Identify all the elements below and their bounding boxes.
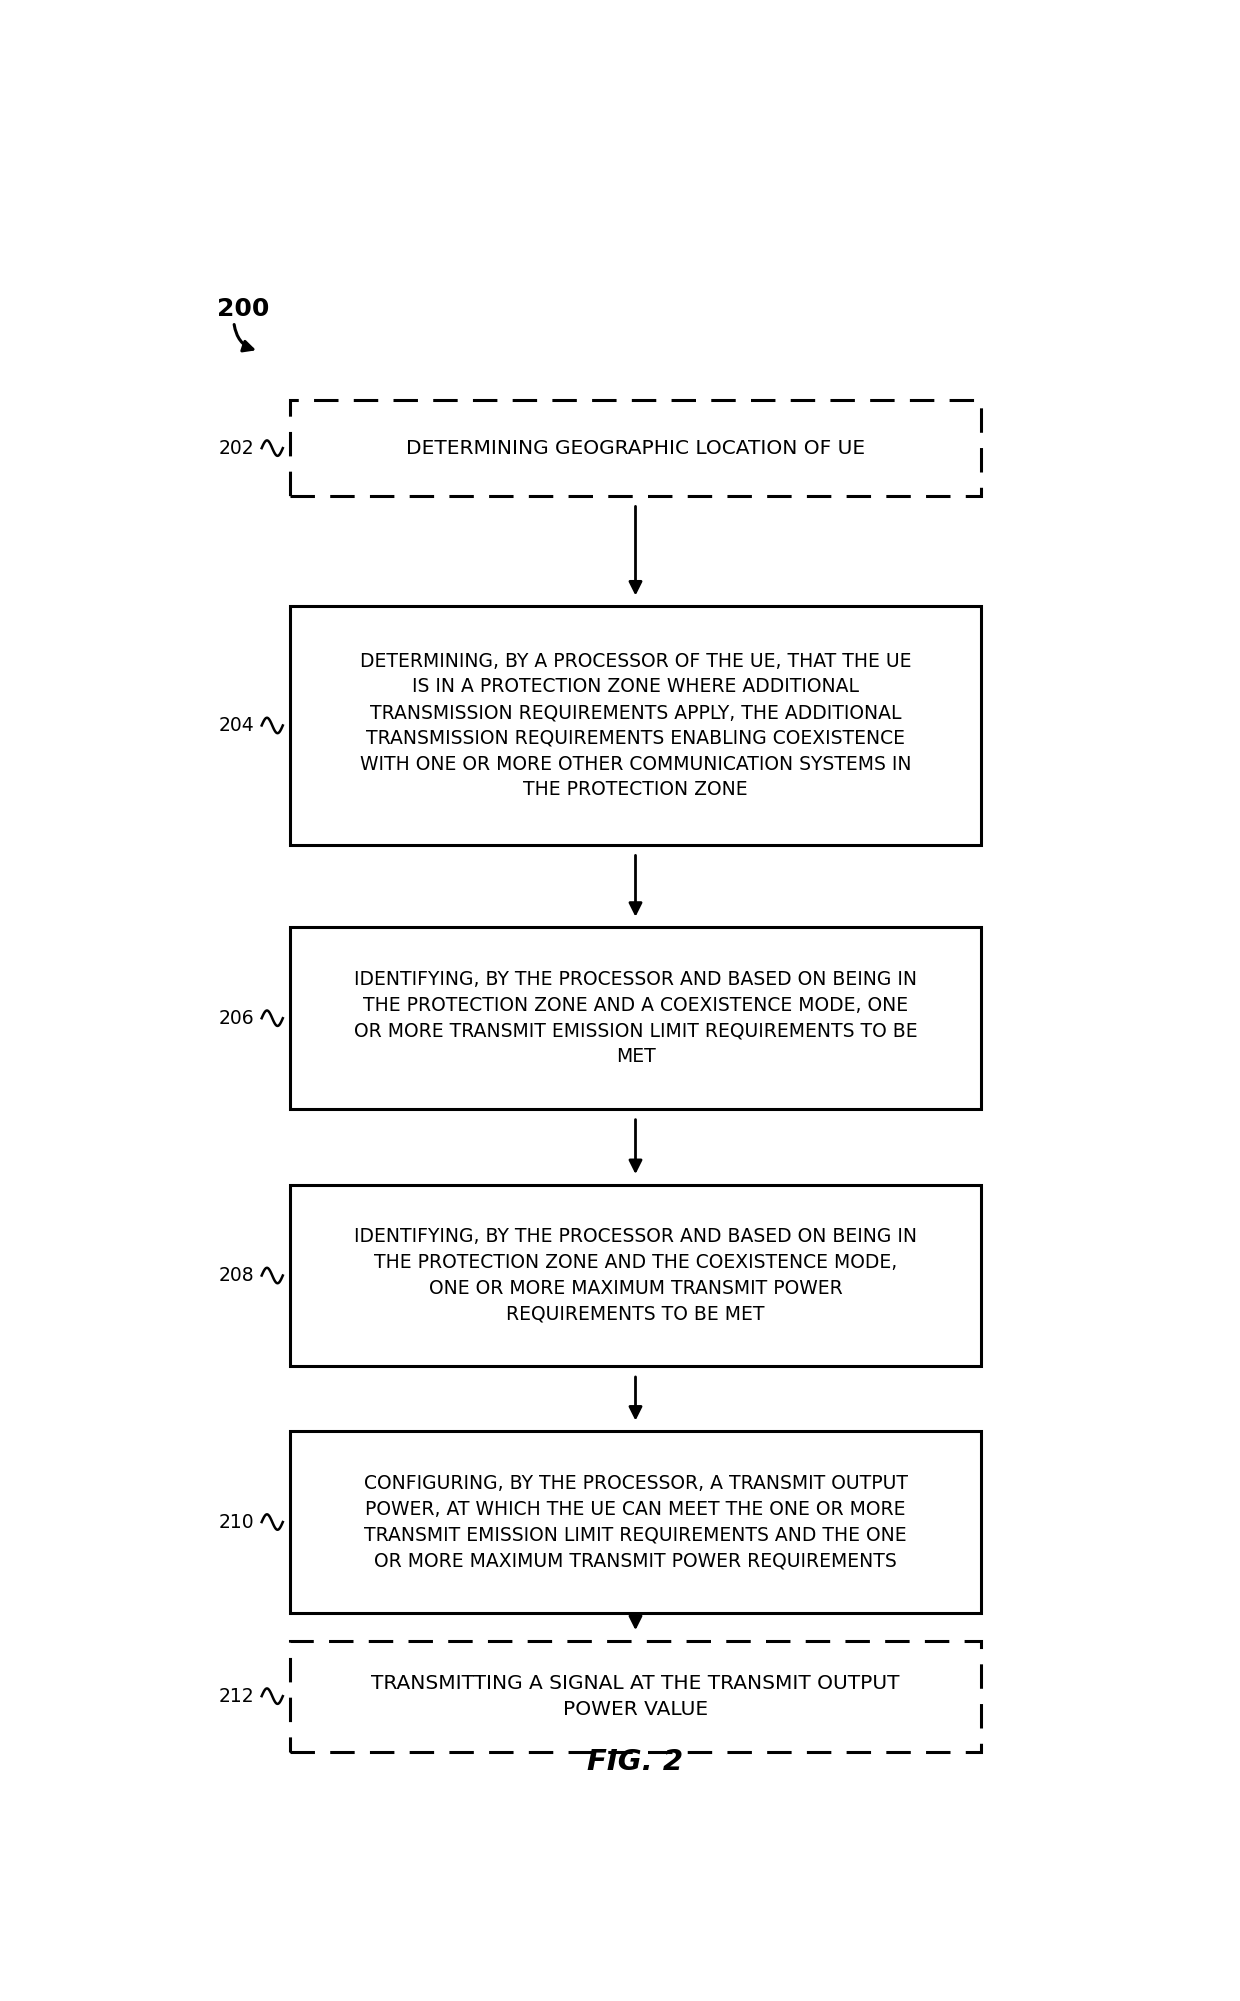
Text: 204: 204	[218, 716, 254, 734]
Text: TRANSMITTING A SIGNAL AT THE TRANSMIT OUTPUT
POWER VALUE: TRANSMITTING A SIGNAL AT THE TRANSMIT OU…	[371, 1673, 900, 1719]
FancyBboxPatch shape	[290, 1431, 982, 1613]
Text: 208: 208	[218, 1267, 254, 1285]
FancyBboxPatch shape	[290, 1185, 982, 1367]
Text: IDENTIFYING, BY THE PROCESSOR AND BASED ON BEING IN
THE PROTECTION ZONE AND A CO: IDENTIFYING, BY THE PROCESSOR AND BASED …	[353, 970, 918, 1067]
Text: 200: 200	[217, 298, 270, 322]
FancyBboxPatch shape	[290, 606, 982, 844]
Text: IDENTIFYING, BY THE PROCESSOR AND BASED ON BEING IN
THE PROTECTION ZONE AND THE : IDENTIFYING, BY THE PROCESSOR AND BASED …	[353, 1227, 918, 1323]
Text: CONFIGURING, BY THE PROCESSOR, A TRANSMIT OUTPUT
POWER, AT WHICH THE UE CAN MEET: CONFIGURING, BY THE PROCESSOR, A TRANSMI…	[363, 1475, 908, 1571]
Text: DETERMINING GEOGRAPHIC LOCATION OF UE: DETERMINING GEOGRAPHIC LOCATION OF UE	[405, 438, 866, 458]
Text: DETERMINING, BY A PROCESSOR OF THE UE, THAT THE UE
IS IN A PROTECTION ZONE WHERE: DETERMINING, BY A PROCESSOR OF THE UE, T…	[360, 652, 911, 798]
Text: 212: 212	[218, 1687, 254, 1705]
FancyBboxPatch shape	[290, 400, 982, 496]
FancyBboxPatch shape	[290, 926, 982, 1109]
Text: 202: 202	[218, 438, 254, 458]
Text: 210: 210	[218, 1513, 254, 1531]
FancyBboxPatch shape	[290, 1641, 982, 1751]
Text: FIG. 2: FIG. 2	[588, 1749, 683, 1777]
Text: 206: 206	[218, 1009, 254, 1029]
